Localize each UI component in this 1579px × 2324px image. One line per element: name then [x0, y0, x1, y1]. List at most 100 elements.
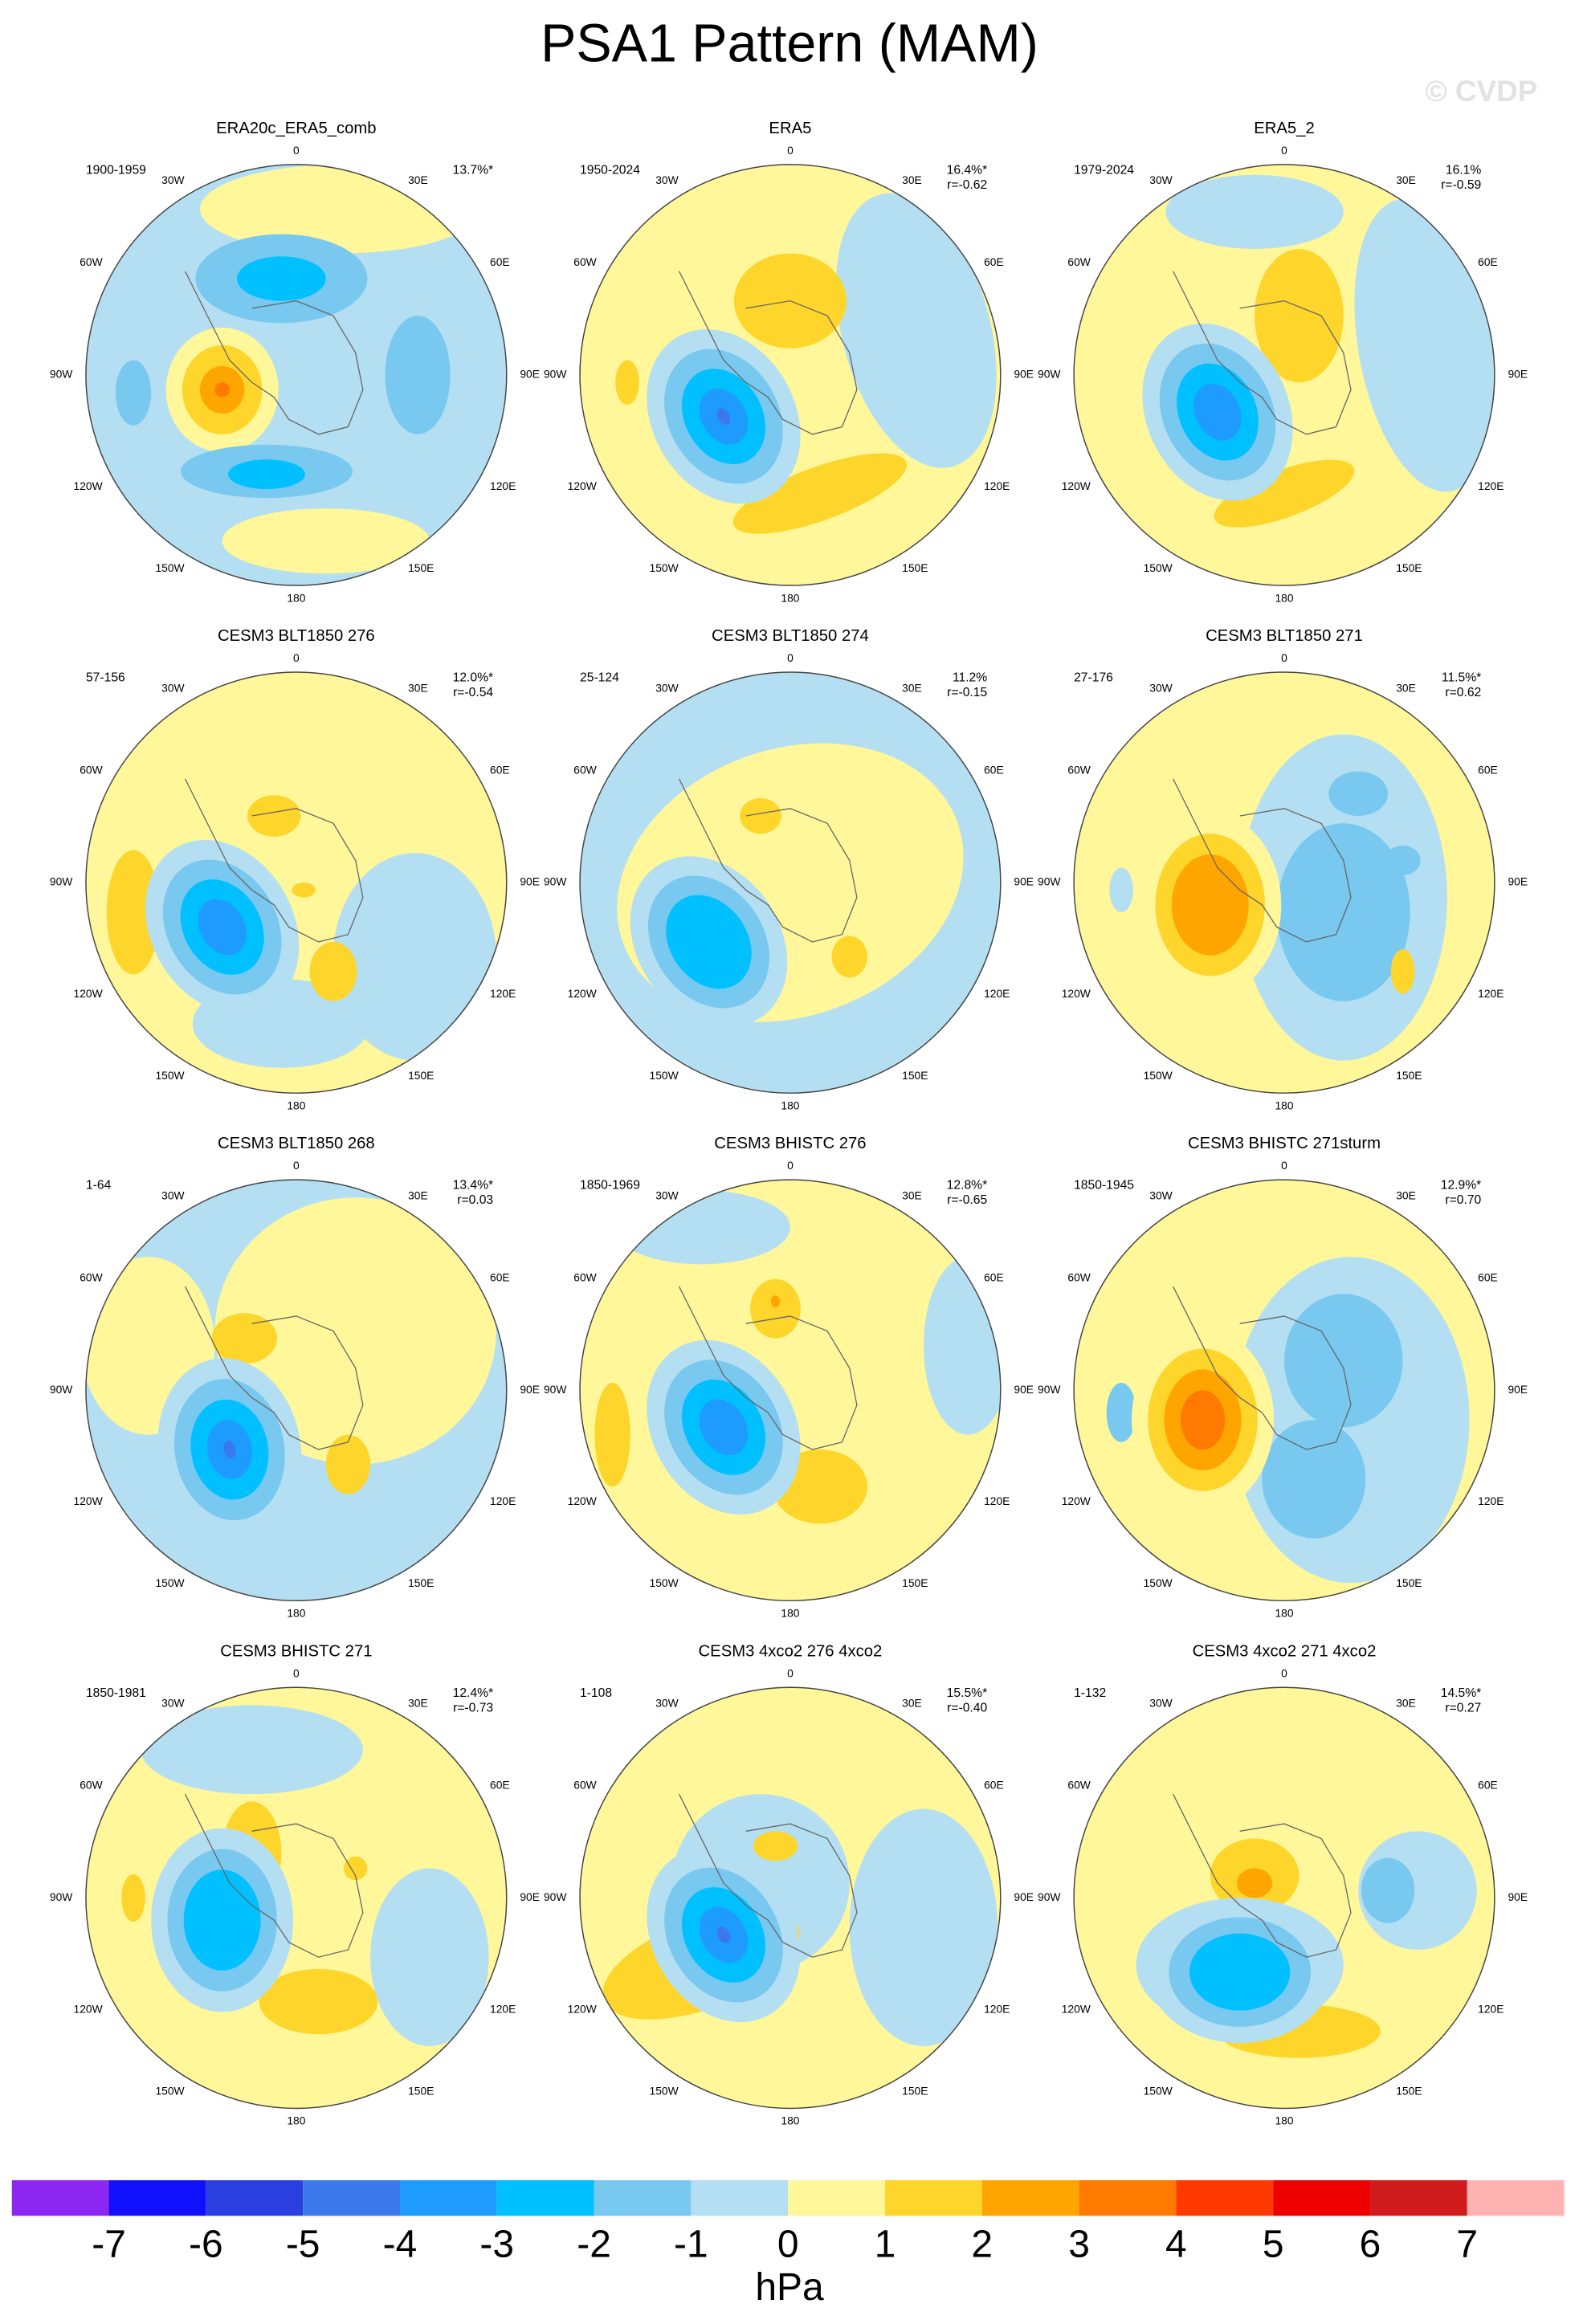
colorbar-tick-label: 3 [1068, 2224, 1090, 2266]
panel-period: 25-124 [580, 671, 619, 685]
figure-title: PSA1 Pattern (MAM) [541, 14, 1038, 74]
panel-title: CESM3 BHISTC 271sturm [1188, 1135, 1381, 1152]
coastline [184, 1793, 364, 1958]
field-contour [385, 316, 451, 434]
longitude-label: 60E [490, 255, 510, 268]
longitude-label: 90E [1014, 1890, 1034, 1903]
longitude-label: 120W [568, 479, 597, 492]
longitude-label: 120W [1062, 2002, 1091, 2015]
longitude-label: 90W [50, 1383, 72, 1396]
longitude-label: 0 [787, 144, 794, 157]
colorbar-tick-label: -3 [479, 2224, 514, 2266]
field-contour [292, 883, 316, 898]
longitude-label: 30E [408, 173, 428, 186]
coastline [679, 778, 858, 943]
colorbar-box [1079, 2179, 1177, 2216]
longitude-label: 60W [80, 1271, 102, 1284]
map-panel: ERA20c_ERA5_comb 1900-1959 13.7%* 0 30E 60E 90… [50, 120, 540, 604]
longitude-label: 120E [1478, 479, 1504, 492]
colorbar-tick-label: -1 [674, 2224, 708, 2266]
colorbar-tick-label: -2 [577, 2224, 611, 2266]
panel-correlation: r=-0.54 [453, 686, 493, 699]
field [1074, 672, 1495, 1094]
field-contour [141, 1705, 363, 1795]
longitude-label: 60W [80, 1779, 102, 1792]
field-contour [1180, 1390, 1226, 1450]
field-contour [1385, 845, 1421, 875]
longitude-label: 30E [1396, 1189, 1416, 1202]
longitude-label: 120E [490, 1494, 516, 1507]
field-contour [198, 899, 247, 956]
longitude-label: 150W [1144, 1576, 1173, 1589]
longitude-label: 150E [408, 1576, 434, 1589]
longitude-label: 180 [1275, 591, 1293, 604]
longitude-label: 90W [50, 875, 72, 888]
map-panel: CESM3 BHISTC 271 1850-1981 12.4%*r=-0.73 0 3… [50, 1642, 540, 2126]
longitude-label: 90E [1014, 368, 1034, 381]
longitude-label: 30W [655, 681, 678, 694]
longitude-label: 60E [984, 763, 1004, 776]
field [85, 672, 507, 1094]
field-contour [1165, 174, 1344, 250]
coastline [184, 778, 364, 943]
panel-variance: 16.4%* [947, 163, 988, 177]
longitude-label: 120E [1478, 987, 1504, 1000]
longitude-label: 60W [80, 763, 102, 776]
longitude-label: 90W [1038, 1890, 1060, 1903]
longitude-label: 60W [80, 255, 102, 268]
field-contour [343, 1856, 368, 1881]
longitude-label: 30E [408, 1189, 428, 1202]
field-contour [835, 193, 997, 468]
panel-variance: 13.7%* [453, 163, 494, 177]
longitude-label: 90W [1038, 368, 1060, 381]
field-contour [1109, 867, 1133, 913]
longitude-label: 90W [50, 368, 72, 381]
longitude-label: 150W [1144, 561, 1173, 574]
panel-title: ERA20c_ERA5_comb [216, 120, 376, 137]
field-contour [831, 936, 867, 978]
longitude-label: 90E [1508, 875, 1528, 888]
map-panel: CESM3 BHISTC 271sturm 1850-1945 12.9%*r=0.… [1038, 1135, 1528, 1619]
colorbar-tick-label: 7 [1456, 2224, 1478, 2266]
coastline [679, 271, 858, 435]
field [1074, 1687, 1495, 2109]
panel-title: CESM3 BLT1850 274 [712, 627, 869, 645]
field-contour [770, 1295, 781, 1307]
longitude-label: 0 [1281, 1159, 1287, 1172]
longitude-label: 120W [568, 987, 597, 1000]
panel-title: CESM3 4xco2 271 4xco2 [1193, 1642, 1377, 1660]
longitude-label: 60E [1478, 1779, 1498, 1792]
longitude-label: 0 [293, 1159, 300, 1172]
colorbar-box [1467, 2179, 1565, 2216]
longitude-label: 30W [655, 1189, 678, 1202]
longitude-label: 60E [490, 763, 510, 776]
longitude-label: 180 [781, 1607, 799, 1620]
field-contour [753, 1831, 798, 1861]
longitude-label: 120W [568, 1494, 597, 1507]
field-contour [1106, 1383, 1136, 1442]
longitude-label: 0 [787, 1159, 794, 1172]
colorbar-box [206, 2179, 304, 2216]
field-contour [666, 895, 752, 989]
panel-title: CESM3 BHISTC 276 [714, 1135, 866, 1152]
field-contour [1236, 1868, 1273, 1898]
panel-correlation: r=-0.62 [947, 178, 987, 192]
field-contour [183, 1869, 261, 1971]
longitude-label: 90E [520, 368, 540, 381]
longitude-label: 60E [984, 1271, 1004, 1284]
longitude-label: 120E [490, 479, 516, 492]
longitude-label: 30W [161, 1697, 184, 1710]
field-contour [259, 1968, 378, 2035]
longitude-label: 150W [156, 1069, 185, 1082]
field [580, 1687, 1001, 2109]
longitude-label: 150W [156, 1576, 185, 1589]
colorbar-box [399, 2179, 497, 2216]
longitude-label: 90E [520, 1383, 540, 1396]
field-contour [1276, 823, 1410, 1001]
colorbar-box [496, 2179, 594, 2216]
longitude-label: 180 [1275, 2114, 1293, 2127]
longitude-label: 150W [1144, 2084, 1173, 2097]
longitude-label: 90W [544, 875, 566, 888]
field [1074, 1180, 1495, 1601]
field-contour [1328, 771, 1389, 817]
